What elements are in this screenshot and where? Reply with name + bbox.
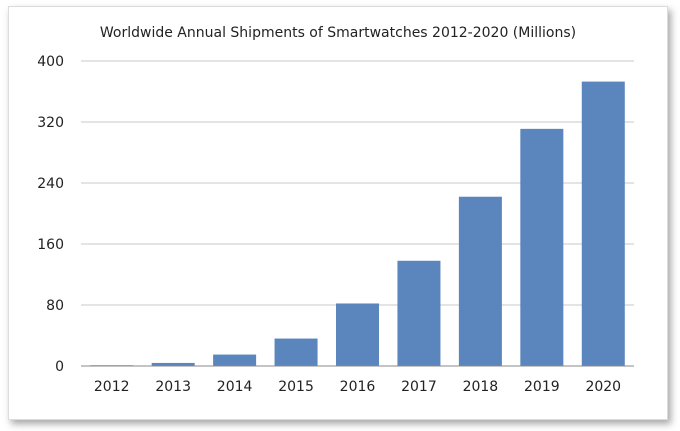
bar-2017 bbox=[397, 260, 441, 366]
x-tick-label: 2013 bbox=[155, 379, 191, 395]
bar-2020 bbox=[581, 81, 625, 367]
x-tick-label: 2015 bbox=[278, 379, 314, 395]
x-tick-label: 2014 bbox=[217, 379, 253, 395]
bar-2014 bbox=[213, 354, 257, 366]
bar-2018 bbox=[458, 196, 502, 366]
bars bbox=[90, 81, 625, 367]
y-tick-label: 320 bbox=[37, 115, 64, 131]
bar-2019 bbox=[520, 128, 564, 366]
bar-2016 bbox=[335, 303, 380, 366]
x-tick-label: 2012 bbox=[94, 379, 130, 395]
x-tick-label: 2018 bbox=[463, 379, 499, 395]
x-tick-label: 2017 bbox=[401, 379, 437, 395]
bar-2015 bbox=[274, 338, 318, 366]
chart: Worldwide Annual Shipments of Smartwatch… bbox=[37, 25, 634, 395]
y-axis-ticks: 0 80 160 240 320 400 bbox=[37, 54, 64, 375]
y-tick-label: 240 bbox=[37, 176, 64, 192]
y-tick-label: 0 bbox=[55, 359, 64, 375]
chart-title: Worldwide Annual Shipments of Smartwatch… bbox=[100, 25, 576, 41]
x-tick-label: 2016 bbox=[340, 379, 376, 395]
y-tick-label: 160 bbox=[37, 237, 64, 253]
bar-2013 bbox=[151, 362, 195, 366]
x-tick-label: 2019 bbox=[524, 379, 560, 395]
x-axis-ticks: 2012 2013 2014 2015 2016 2017 2018 2019 2020 bbox=[94, 379, 621, 395]
y-tick-label: 80 bbox=[46, 298, 64, 314]
x-tick-label: 2020 bbox=[585, 379, 621, 395]
chart-frame: Worldwide Annual Shipments of Smartwatch… bbox=[8, 6, 668, 420]
y-tick-label: 400 bbox=[37, 54, 64, 70]
